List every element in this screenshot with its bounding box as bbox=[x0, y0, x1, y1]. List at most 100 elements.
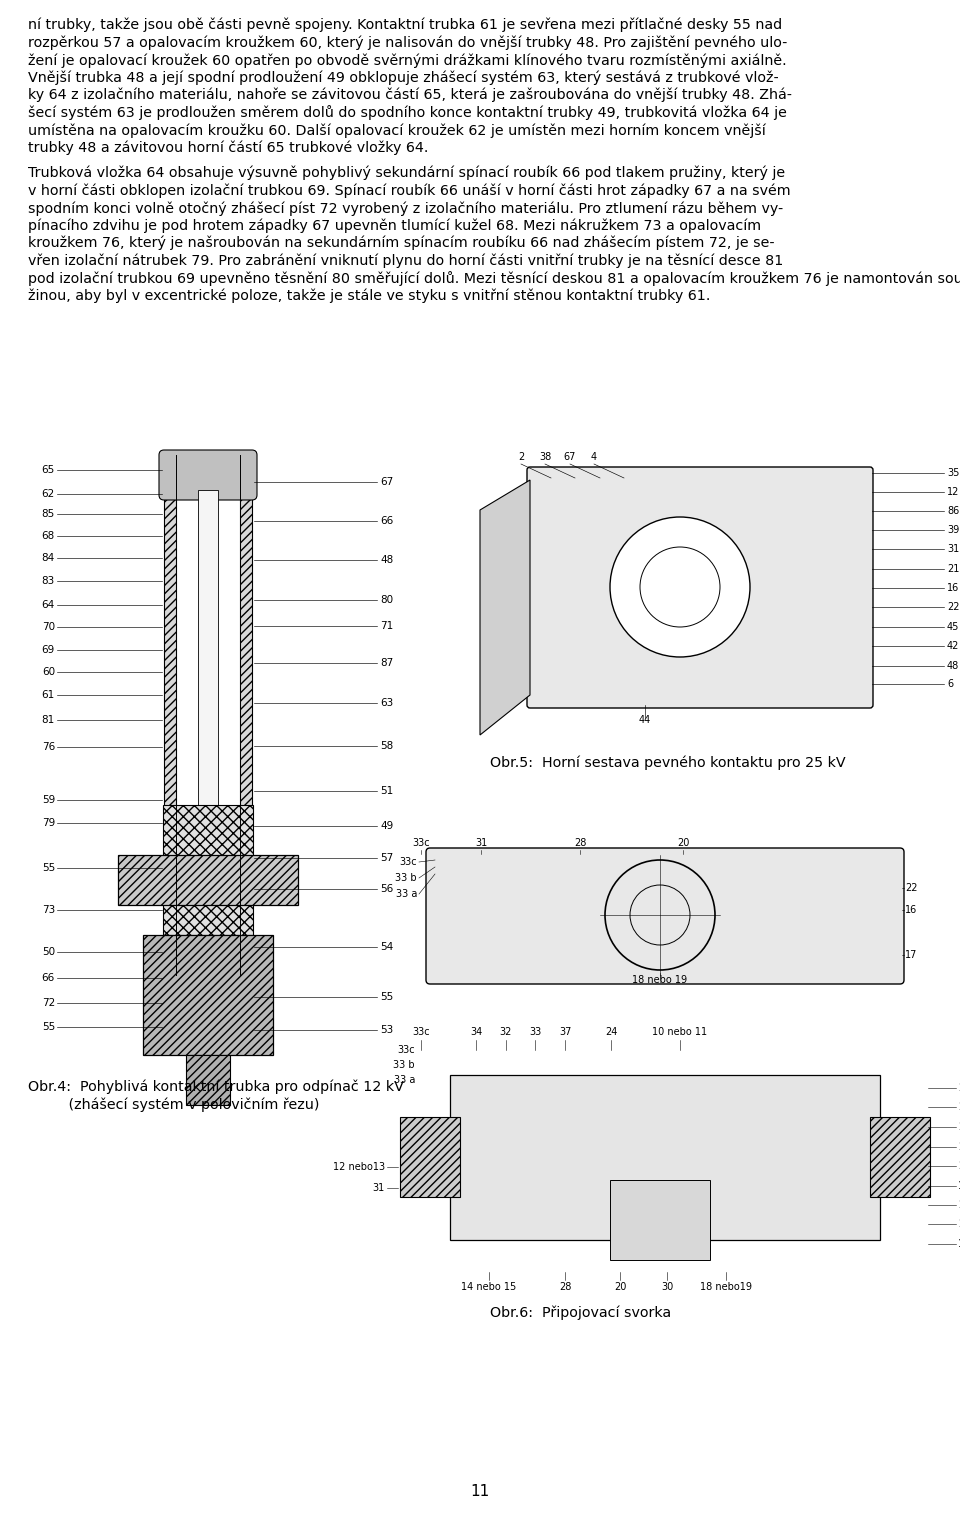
Text: 16: 16 bbox=[905, 906, 917, 915]
Text: 39: 39 bbox=[947, 525, 959, 536]
Bar bbox=[400, 1117, 460, 1196]
Text: 30: 30 bbox=[660, 1282, 673, 1292]
Text: v horní části obklopen izolační trubkou 69. Spínací roubík 66 unáší v horní část: v horní části obklopen izolační trubkou … bbox=[28, 184, 791, 198]
Text: 57: 57 bbox=[380, 852, 394, 863]
Text: 24: 24 bbox=[605, 1027, 617, 1036]
Bar bbox=[450, 1075, 880, 1240]
Bar bbox=[118, 855, 298, 906]
Text: 53: 53 bbox=[380, 1024, 394, 1035]
Text: 66: 66 bbox=[41, 973, 55, 983]
Text: 67: 67 bbox=[380, 476, 394, 487]
Text: 60: 60 bbox=[42, 667, 55, 677]
Text: 35: 35 bbox=[947, 467, 959, 478]
Text: šecí systém 63 je prodloužen směrem dolů do spodního konce kontaktní trubky 49, : šecí systém 63 je prodloužen směrem dolů… bbox=[28, 105, 787, 120]
Text: 33c: 33c bbox=[399, 857, 417, 868]
Text: 64: 64 bbox=[41, 600, 55, 610]
Polygon shape bbox=[480, 479, 530, 735]
Text: 71: 71 bbox=[380, 621, 394, 632]
Text: 25: 25 bbox=[958, 1122, 960, 1132]
Text: 69: 69 bbox=[41, 645, 55, 654]
Text: (zhášecí systém v polovičním řezu): (zhášecí systém v polovičním řezu) bbox=[28, 1097, 320, 1111]
Text: 17: 17 bbox=[958, 1239, 960, 1250]
Text: 4: 4 bbox=[591, 452, 597, 463]
Bar bbox=[163, 805, 253, 935]
Text: 61: 61 bbox=[41, 689, 55, 700]
Text: 33: 33 bbox=[529, 1027, 541, 1036]
Text: 49: 49 bbox=[380, 820, 394, 831]
Text: 33c: 33c bbox=[412, 1027, 430, 1036]
Text: 83: 83 bbox=[41, 575, 55, 586]
Text: 16: 16 bbox=[947, 583, 959, 594]
Text: Obr.5:  Horní sestava pevného kontaktu pro 25 kV: Obr.5: Horní sestava pevného kontaktu pr… bbox=[490, 755, 846, 770]
Text: Trubková vložka 64 obsahuje výsuvně pohyblivý sekundární spínací roubík 66 pod t: Trubková vložka 64 obsahuje výsuvně pohy… bbox=[28, 166, 785, 181]
Text: umístěna na opalovacím kroužku 60. Další opalovací kroužek 62 je umístěn mezi ho: umístěna na opalovacím kroužku 60. Další… bbox=[28, 123, 766, 137]
Text: 50: 50 bbox=[42, 947, 55, 957]
FancyBboxPatch shape bbox=[159, 451, 257, 501]
Text: 22: 22 bbox=[958, 1199, 960, 1210]
Text: 20: 20 bbox=[613, 1282, 626, 1292]
Text: pínacího zdvihu je pod hrotem západky 67 upevněn tlumící kužel 68. Mezi nákružke: pínacího zdvihu je pod hrotem západky 67… bbox=[28, 219, 761, 233]
Text: 31: 31 bbox=[372, 1183, 385, 1193]
Text: 17: 17 bbox=[905, 950, 918, 960]
Text: 14 nebo 15: 14 nebo 15 bbox=[462, 1282, 516, 1292]
Text: 79: 79 bbox=[41, 817, 55, 828]
Text: 18 nebo19: 18 nebo19 bbox=[700, 1282, 752, 1292]
Text: 6: 6 bbox=[947, 679, 953, 689]
Text: 2: 2 bbox=[517, 452, 524, 463]
Text: 72: 72 bbox=[41, 998, 55, 1008]
Text: 23: 23 bbox=[958, 1142, 960, 1152]
Bar bbox=[198, 490, 218, 855]
Text: 10 nebo 11: 10 nebo 11 bbox=[653, 1027, 708, 1036]
Text: 38: 38 bbox=[539, 452, 551, 463]
Text: 21: 21 bbox=[958, 1161, 960, 1170]
Text: pod izolační trubkou 69 upevněno těsnění 80 směřující dolů. Mezi těsnící deskou : pod izolační trubkou 69 upevněno těsnění… bbox=[28, 271, 960, 286]
Text: 18 nebo 19: 18 nebo 19 bbox=[633, 976, 687, 985]
Text: kroužkem 76, který je našroubován na sekundárním spínacím roubíku 66 nad zhášecí: kroužkem 76, který je našroubován na sek… bbox=[28, 236, 775, 251]
Text: 81: 81 bbox=[41, 715, 55, 724]
Text: 31: 31 bbox=[947, 543, 959, 554]
Text: 16: 16 bbox=[958, 1181, 960, 1192]
Text: 56: 56 bbox=[380, 884, 394, 893]
Text: 84: 84 bbox=[41, 552, 55, 563]
Text: Vnější trubka 48 a její spodní prodloužení 49 obklopuje zhášecí systém 63, který: Vnější trubka 48 a její spodní prodlouže… bbox=[28, 70, 779, 85]
Text: 48: 48 bbox=[947, 661, 959, 671]
Bar bbox=[240, 455, 252, 976]
Text: 48: 48 bbox=[380, 556, 394, 565]
Text: 20: 20 bbox=[677, 839, 689, 848]
Text: 32: 32 bbox=[500, 1027, 513, 1036]
Text: Obr.4:  Pohyblivá kontaktní trubka pro odpínač 12 kV: Obr.4: Pohyblivá kontaktní trubka pro od… bbox=[28, 1081, 404, 1094]
Text: 67: 67 bbox=[564, 452, 576, 463]
Bar bbox=[164, 455, 176, 976]
Text: 55: 55 bbox=[380, 992, 394, 1001]
Text: 33 a: 33 a bbox=[396, 889, 417, 900]
Text: žení je opalovací kroužek 60 opatřen po obvodě svěrnými drážkami klínového tvaru: žení je opalovací kroužek 60 opatřen po … bbox=[28, 53, 786, 67]
Text: 51: 51 bbox=[380, 785, 394, 796]
Text: 27: 27 bbox=[958, 1084, 960, 1093]
Text: rozpěrkou 57 a opalovacím kroužkem 60, který je nalisován do vnější trubky 48. P: rozpěrkou 57 a opalovacím kroužkem 60, k… bbox=[28, 35, 787, 50]
Text: 33 a: 33 a bbox=[394, 1075, 415, 1085]
Text: 33c: 33c bbox=[397, 1046, 415, 1055]
Text: spodním konci volně otočný zhášecí píst 72 vyrobený z izolačního materiálu. Pro : spodním konci volně otočný zhášecí píst … bbox=[28, 201, 783, 216]
Text: vřen izolační nátrubek 79. Pro zabránění vniknutí plynu do horní části vnitřní t: vřen izolační nátrubek 79. Pro zabránění… bbox=[28, 254, 783, 268]
Text: 45: 45 bbox=[947, 622, 959, 632]
Text: 22: 22 bbox=[947, 603, 959, 612]
Bar bbox=[143, 935, 273, 1055]
Text: 33c: 33c bbox=[412, 839, 430, 848]
Text: 65: 65 bbox=[41, 466, 55, 475]
FancyBboxPatch shape bbox=[426, 848, 904, 985]
Text: 44: 44 bbox=[638, 715, 651, 724]
Bar bbox=[186, 1055, 230, 1105]
Text: 33 b: 33 b bbox=[394, 1059, 415, 1070]
Text: 58: 58 bbox=[380, 741, 394, 750]
FancyBboxPatch shape bbox=[527, 467, 873, 708]
Text: 12: 12 bbox=[947, 487, 959, 498]
Text: 22: 22 bbox=[905, 883, 918, 893]
Text: 11: 11 bbox=[470, 1484, 490, 1499]
Bar bbox=[870, 1117, 930, 1196]
Text: žinou, aby byl v excentrické poloze, takže je stále ve styku s vnitřní stěnou ko: žinou, aby byl v excentrické poloze, tak… bbox=[28, 289, 710, 303]
Text: 73: 73 bbox=[41, 906, 55, 915]
Text: ky 64 z izolačního materiálu, nahoře se závitovou částí 65, která je zašroubován: ky 64 z izolačního materiálu, nahoře se … bbox=[28, 88, 792, 102]
Text: trubky 48 a závitovou horní částí 65 trubkové vložky 64.: trubky 48 a závitovou horní částí 65 tru… bbox=[28, 140, 428, 155]
Text: 34: 34 bbox=[469, 1027, 482, 1036]
Text: 80: 80 bbox=[380, 595, 394, 606]
